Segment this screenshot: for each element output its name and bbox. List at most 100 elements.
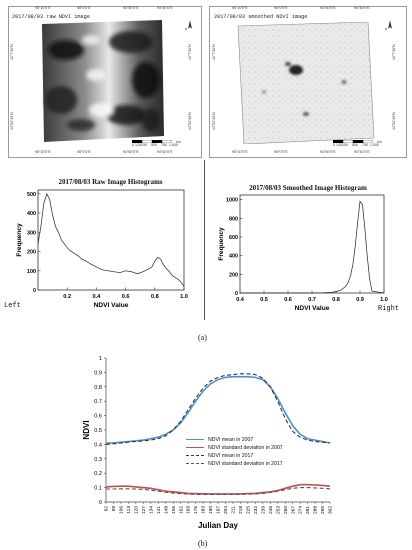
scalebar-unit: km — [176, 140, 181, 144]
legend-label: NDVI standard deviation in 2017 — [208, 461, 283, 467]
left-map-image — [36, 20, 166, 142]
right-map-scalebar: 0 125250 500 750 1,000 km — [333, 140, 393, 148]
legend: NDVI mean in 2007 NDVI standard deviatio… — [186, 436, 306, 468]
right-map-image — [236, 21, 376, 145]
x-tick-label: 0.2 — [63, 294, 71, 300]
smoothed-ndvi-image — [237, 21, 375, 145]
y-tick-label: 0 — [235, 291, 238, 297]
coord-label: 41°52'30"N — [10, 112, 14, 130]
x-tick-label: 246 — [268, 506, 274, 514]
x-tick-label: 218 — [238, 506, 244, 514]
x-tick-label: 148 — [163, 506, 169, 514]
right-map-right-ticks: 42°7'30"N 41°52'30"N — [392, 30, 400, 140]
scalebar-label: 0 125250 500 750 1,000 — [132, 143, 178, 147]
x-tick-label: 0.5 — [260, 297, 268, 303]
x-axis-label: NDVI Value — [295, 305, 330, 312]
x-tick-label: 162 — [178, 506, 184, 514]
x-tick-label: 0.8 — [151, 294, 159, 300]
coord-label: 95°10'0"E — [35, 6, 51, 10]
coord-label: 94°40'0"E — [157, 6, 173, 10]
x-axis-label: NDVI Value — [94, 302, 129, 309]
right-histogram-title: 2017/08/03 Smoothed Image Histogram — [249, 184, 367, 192]
x-tick-label: 106 — [119, 506, 125, 514]
y-tick-label: 0.2 — [94, 471, 102, 477]
x-tick-label: 155 — [171, 506, 177, 514]
y-tick-label: 600 — [229, 235, 238, 241]
y-tick-label: 300 — [27, 230, 36, 236]
x-tick-label: 204 — [223, 506, 229, 514]
scalebar-graphic — [333, 140, 373, 143]
left-map-frame — [8, 6, 202, 158]
plot-frame — [37, 189, 185, 291]
x-tick-label: 239 — [260, 506, 266, 514]
x-tick-label: 232 — [253, 506, 259, 514]
coord-label: 94°40'0"E — [354, 150, 370, 154]
y-tick-label: 0.7 — [94, 399, 102, 405]
panel-a: 2017/08/03 raw NDVI image 95°10'0"E 95°0… — [4, 6, 407, 342]
left-map-left-ticks: 42°7'30"N 41°52'30"N — [10, 30, 18, 140]
x-tick-label: 92 — [104, 506, 110, 512]
scalebar-unit: km — [377, 140, 382, 144]
coord-label: 94°50'0"E — [320, 150, 336, 154]
right-map-left-ticks: 42°7'30"N 41°52'30"N — [212, 30, 220, 140]
x-tick-label: 225 — [245, 506, 251, 514]
x-tick-label: 127 — [141, 506, 147, 514]
y-tick-label: 200 — [27, 250, 36, 256]
coord-label: 95°10'0"E — [232, 6, 248, 10]
x-tick-label: 1.0 — [180, 294, 188, 300]
coord-label: 94°40'0"E — [157, 150, 173, 154]
legend-item: NDVI mean in 2017 — [186, 452, 306, 460]
coord-label: 94°40'0"E — [354, 6, 370, 10]
legend-label: NDVI mean in 2017 — [208, 453, 254, 459]
y-tick-label: 0.9 — [94, 370, 102, 376]
scalebar-label: 0 125250 500 750 1,000 — [333, 143, 379, 147]
y-tick-label: 0.1 — [94, 486, 102, 492]
coord-label: 95°0'0"E — [77, 150, 91, 154]
x-tick-label: 0.7 — [308, 297, 316, 303]
x-tick-label: 0.4 — [236, 297, 245, 303]
x-tick-label: 211 — [231, 506, 237, 514]
x-tick-label: 190 — [208, 506, 214, 514]
x-tick-label: 267 — [290, 506, 296, 514]
x-tick-label: 1.0 — [380, 297, 388, 303]
x-tick-label: 176 — [193, 506, 199, 514]
x-tick-label: 120 — [133, 506, 139, 514]
coord-label: 94°50'0"E — [123, 150, 139, 154]
legend-swatch — [186, 455, 204, 457]
svg-text:N: N — [385, 27, 387, 31]
y-tick-label: 400 — [27, 211, 36, 217]
y-tick-label: 0 — [33, 288, 36, 294]
y-tick-label: 500 — [27, 192, 36, 198]
caption-a: (a) — [198, 333, 207, 342]
coord-label: 41°52'30"N — [212, 112, 216, 130]
x-tick-label: 0.8 — [332, 297, 340, 303]
y-tick-label: 0.4 — [94, 442, 102, 448]
left-map-scalebar: 0 125250 500 750 1,000 km — [132, 140, 192, 148]
legend-label: NDVI standard deviation in 2007 — [208, 445, 283, 451]
y-tick-label: 800 — [229, 216, 238, 222]
caption-b: (b) — [198, 539, 208, 548]
x-tick-label: 281 — [305, 506, 311, 514]
x-tick-label: 197 — [216, 506, 222, 514]
coord-label: 95°0'0"E — [274, 150, 288, 154]
y-tick-label: 400 — [229, 254, 238, 260]
legend-item: NDVI mean in 2007 — [186, 436, 306, 444]
x-tick-label: 134 — [148, 506, 154, 514]
y-tick-label: 0.5 — [94, 428, 102, 434]
y-tick-label: 0.8 — [94, 385, 102, 391]
coord-label: 42°7'30"N — [10, 44, 14, 60]
coord-label: 41°52'30"N — [392, 112, 396, 130]
x-tick-label: 274 — [298, 506, 304, 514]
north-arrow-icon: N — [384, 18, 396, 31]
histogram-line — [37, 192, 185, 287]
x-tick-label: 260 — [283, 506, 289, 514]
y-axis-label: Frequency — [218, 227, 225, 261]
north-arrow-icon: N — [184, 18, 196, 31]
raw-histogram-chart: 0.2 0.4 0.6 0.8 1.0 0 100 200 300 400 500 NDVI Valu… — [16, 189, 188, 309]
raw-ndvi-image — [42, 20, 164, 142]
y-tick-label: 1 — [99, 356, 102, 362]
left-map-bottom-ticks: 95°10'0"E 95°0'0"E 94°50'0"E 94°40'0"E — [35, 150, 185, 156]
right-map-frame — [209, 6, 407, 158]
x-tick-label: 99 — [111, 506, 117, 512]
left-histogram-title: 2017/08/03 Raw Image Histograms — [58, 178, 163, 186]
